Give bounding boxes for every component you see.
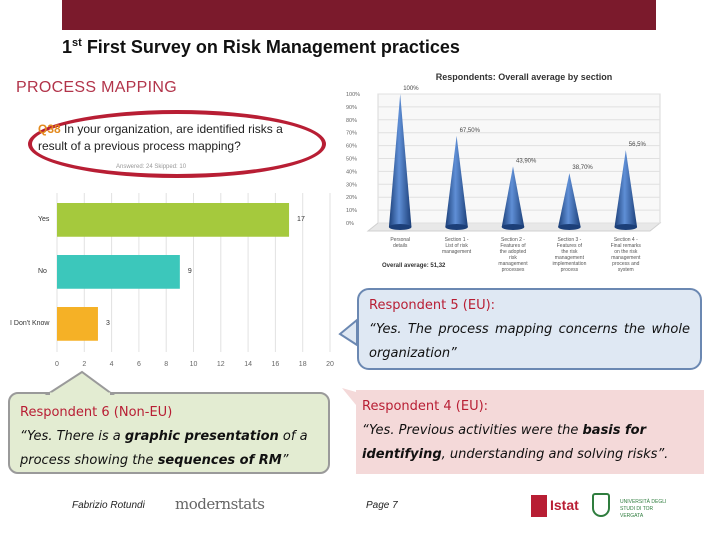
category-label: Section 2 -Features of the adopted risk man… xyxy=(498,237,528,273)
header-bar xyxy=(62,0,656,30)
section-average-chart: Respondents: Overall average by section 0… xyxy=(346,72,662,273)
modernstats-logo: modernstats xyxy=(175,495,265,513)
x-tick-label: 20 xyxy=(326,361,334,368)
y-tick-label: 10% xyxy=(346,208,357,214)
x-tick-label: 8 xyxy=(164,361,168,368)
chart-footnote: Overall average: 51,32 xyxy=(382,263,446,269)
university-crest-icon xyxy=(592,493,610,517)
x-tick-label: 16 xyxy=(272,361,280,368)
cone-bar xyxy=(388,94,412,227)
category-label: Personal details xyxy=(390,237,410,249)
x-tick-label: 6 xyxy=(137,361,141,368)
category-label: Section 1 -List of risk management xyxy=(442,237,472,255)
cone-bar xyxy=(614,150,638,227)
category-label: Yes xyxy=(38,216,50,223)
callout-respondent-6: Respondent 6 (Non-EU) “Yes. There is a g… xyxy=(8,392,330,474)
question-text: Q38 In your organization, are identified… xyxy=(38,122,283,153)
y-tick-label: 100% xyxy=(346,92,360,98)
istat-logo-text: Istat xyxy=(550,497,579,513)
cone-bar xyxy=(501,166,525,227)
chart-title: Respondents: Overall average by section xyxy=(436,72,613,82)
y-tick-label: 0% xyxy=(346,221,354,227)
footer-author: Fabrizio Rotundi xyxy=(72,500,145,511)
callout-4-tail xyxy=(342,388,356,405)
x-tick-label: 12 xyxy=(217,361,225,368)
data-label: 17 xyxy=(297,216,305,223)
x-tick-label: 4 xyxy=(110,361,114,368)
data-label: 67,50% xyxy=(460,128,481,134)
cone-base xyxy=(388,224,412,230)
cone-bar xyxy=(558,173,581,227)
data-label: 38,70% xyxy=(572,165,593,171)
callout-respondent-4: Respondent 4 (EU): “Yes. Previous activi… xyxy=(356,390,704,474)
cone-base xyxy=(558,224,581,230)
x-tick-label: 2 xyxy=(82,361,86,368)
university-name: UNIVERSITÀ DEGLI STUDI DI TOR VERGATA xyxy=(620,499,667,519)
bar xyxy=(57,307,98,341)
x-tick-label: 0 xyxy=(55,361,59,368)
y-tick-label: 60% xyxy=(346,144,357,150)
cone-base xyxy=(614,224,638,230)
callout-head: Respondent 5 (EU): xyxy=(369,298,496,313)
callout-6-tail xyxy=(44,370,116,395)
x-tick-label: 10 xyxy=(190,361,198,368)
q38-bar-chart: 0 2 4 6 8 10 12 14 16 18 20 Yes 17 No 9 I Don't Know 3 xyxy=(10,193,334,368)
y-tick-label: 50% xyxy=(346,157,357,163)
data-label: 100% xyxy=(403,86,419,92)
cone-base xyxy=(445,224,468,230)
cone-bar xyxy=(445,135,468,227)
y-tick-label: 20% xyxy=(346,195,357,201)
category-label: I Don't Know xyxy=(10,320,50,327)
callout-head: Respondent 6 (Non-EU) xyxy=(20,405,173,420)
category-label: Section 4 -Final remarks on the risk manag… xyxy=(611,237,642,273)
x-tick-label: 14 xyxy=(244,361,252,368)
y-tick-label: 30% xyxy=(346,182,357,188)
section-heading: PROCESS MAPPING xyxy=(16,79,177,96)
data-label: 9 xyxy=(188,268,192,275)
y-tick-label: 80% xyxy=(346,118,357,124)
callout-head: Respondent 4 (EU): xyxy=(362,399,489,414)
data-label: 43,90% xyxy=(516,158,537,164)
question-highlight-oval xyxy=(28,110,326,178)
page-number: Page 7 xyxy=(366,500,398,511)
y-tick-label: 70% xyxy=(346,131,357,137)
callout-respondent-5: Respondent 5 (EU): “Yes. The process map… xyxy=(357,288,702,370)
bar xyxy=(57,203,290,237)
y-tick-label: 90% xyxy=(346,105,357,111)
istat-logo-icon xyxy=(531,495,547,517)
category-label: Section 3 -Features of the risk management… xyxy=(552,237,586,273)
question-meta: Answered: 24 Skipped: 10 xyxy=(116,164,187,170)
data-label: 3 xyxy=(106,320,110,327)
x-tick-label: 18 xyxy=(299,361,307,368)
slide-title: 1st First Survey on Risk Management prac… xyxy=(62,37,460,57)
bar xyxy=(57,255,180,289)
cone-base xyxy=(501,224,525,230)
data-label: 56,5% xyxy=(629,142,647,148)
y-tick-label: 40% xyxy=(346,169,357,175)
category-label: No xyxy=(38,268,47,275)
callout-5-tail xyxy=(338,317,358,347)
